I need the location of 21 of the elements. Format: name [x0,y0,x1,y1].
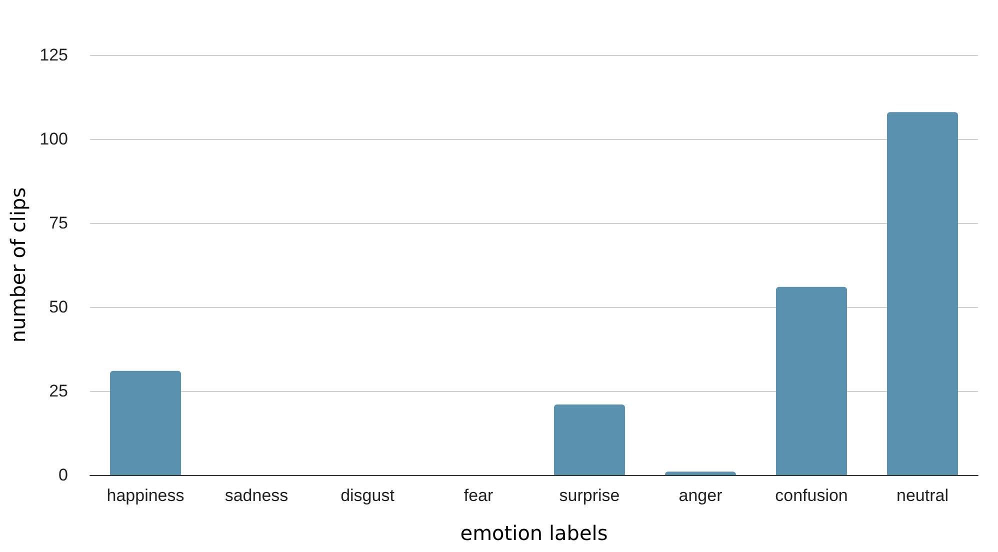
bar [110,370,182,475]
y-tick-label: 125 [40,46,68,64]
x-tick-label: happiness [106,486,184,505]
x-tick-label: fear [464,486,494,505]
x-tick-label: confusion [775,486,848,505]
y-tick-label: 50 [49,298,68,316]
bar [886,112,958,475]
y-tick-label: 0 [58,466,68,484]
y-axis-title: number of clips [6,187,30,343]
x-tick-label: disgust [340,486,395,505]
bar [554,404,626,475]
bar [776,286,848,475]
x-tick-label: neutral [896,486,948,505]
y-tick-label: 25 [49,382,68,400]
x-tick-label: surprise [559,486,620,505]
y-tick-label: 100 [40,130,68,148]
y-tick-label: 75 [49,214,68,232]
x-tick-label: anger [678,486,723,505]
x-axis-title: emotion labels [460,521,608,545]
bar [664,472,736,475]
x-tick-label: sadness [224,486,288,505]
